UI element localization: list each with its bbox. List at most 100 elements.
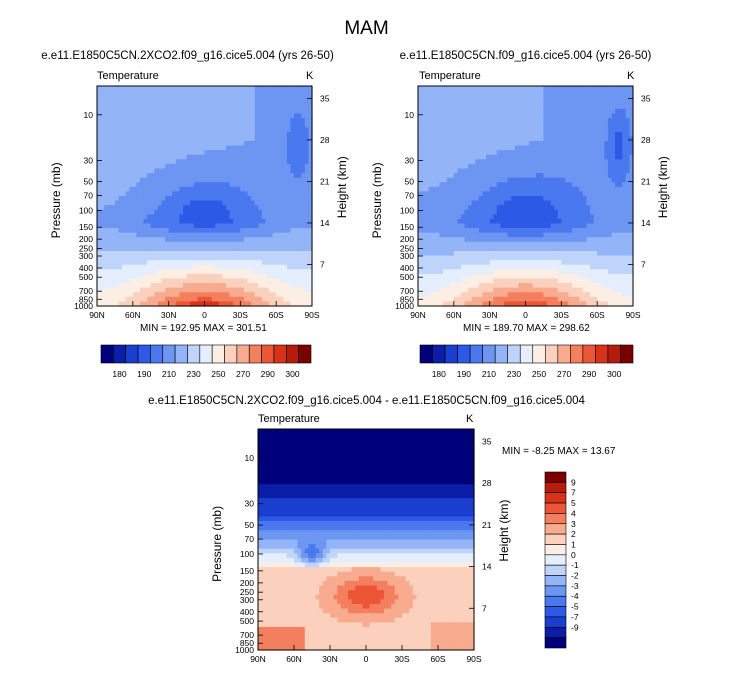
field-cell (478, 131, 484, 138)
field-cell (272, 113, 277, 119)
field-cell (439, 196, 444, 202)
field-cell (518, 95, 523, 101)
field-cell (136, 223, 141, 229)
panel-2-stats: MIN = 189.70 MAX = 298.62 (463, 323, 590, 334)
field-cell (453, 223, 459, 229)
field-cell (439, 113, 444, 119)
field-cell (622, 191, 627, 197)
field-cell (122, 168, 127, 174)
field-cell (504, 95, 509, 101)
field-cell (443, 136, 448, 142)
field-cell (165, 113, 170, 119)
field-cell (254, 108, 259, 115)
field-cell (461, 104, 466, 110)
field-cell (464, 168, 469, 174)
field-cell (204, 260, 209, 266)
field-cell (607, 154, 613, 160)
field-cell (539, 159, 545, 165)
field-cell (428, 228, 433, 234)
field-cell (464, 150, 469, 156)
field-cell (294, 86, 299, 92)
field-cell (265, 118, 270, 124)
field-cell (489, 122, 494, 128)
field-cell (200, 232, 206, 238)
field-cell (279, 287, 284, 293)
field-cell (157, 113, 163, 119)
field-cell (168, 246, 173, 252)
field-cell (200, 214, 206, 220)
field-cell (183, 296, 188, 303)
field-cell (129, 209, 134, 215)
field-cell (165, 260, 170, 266)
panel-2-max-value: 298.62 (559, 323, 590, 334)
field-cell (150, 278, 155, 284)
field-cell (118, 186, 123, 193)
field-cell (564, 145, 570, 151)
field-cell (179, 273, 184, 280)
field-cell (229, 273, 234, 280)
field-cell (233, 228, 238, 234)
field-cell (261, 168, 267, 174)
field-cell (208, 237, 213, 243)
field-cell (261, 159, 267, 165)
field-cell (550, 168, 555, 174)
field-cell (179, 99, 184, 105)
field-cell (550, 214, 555, 220)
field-cell (507, 95, 512, 101)
field-cell (111, 191, 116, 197)
field-cell (564, 186, 570, 193)
field-cell (222, 99, 227, 105)
field-cell (222, 104, 227, 110)
field-cell (254, 127, 259, 133)
field-cell (261, 108, 267, 115)
field-cell (435, 214, 441, 220)
field-cell (543, 218, 548, 225)
field-cell (168, 269, 173, 275)
field-cell (489, 145, 494, 151)
field-cell (208, 122, 213, 128)
field-cell (197, 136, 202, 142)
field-cell (226, 159, 231, 165)
field-cell (439, 86, 444, 92)
field-cell (172, 154, 177, 160)
field-cell (547, 118, 552, 124)
field-cell (493, 214, 498, 220)
field-cell (572, 223, 577, 229)
field-cell (165, 173, 170, 179)
field-cell (622, 108, 627, 115)
field-cell (111, 141, 116, 147)
field-cell (504, 99, 509, 105)
field-cell (168, 228, 173, 234)
field-cell (514, 90, 519, 96)
field-cell (211, 241, 216, 248)
field-cell (304, 154, 310, 160)
field-cell (172, 205, 177, 211)
field-cell (179, 205, 184, 211)
field-cell (165, 182, 170, 188)
field-cell (157, 131, 163, 138)
field-cell (301, 104, 306, 110)
field-cell (593, 196, 598, 202)
field-cell (132, 154, 138, 160)
field-cell (258, 205, 263, 211)
field-cell (493, 145, 498, 151)
field-cell (604, 168, 609, 174)
field-cell (308, 108, 313, 115)
field-cell (111, 163, 116, 170)
field-cell (118, 237, 123, 243)
field-cell (258, 127, 263, 133)
field-cell (536, 122, 541, 128)
field-cell (418, 90, 423, 96)
field-cell (294, 278, 299, 284)
field-cell (107, 283, 112, 289)
field-cell (258, 237, 263, 243)
field-cell (514, 86, 519, 92)
field-cell (183, 205, 188, 211)
field-cell (258, 104, 263, 110)
field-cell (233, 214, 238, 220)
field-cell (208, 173, 213, 179)
field-cell (461, 86, 466, 92)
field-cell (190, 131, 195, 138)
field-cell (525, 154, 530, 160)
field-cell (175, 127, 181, 133)
